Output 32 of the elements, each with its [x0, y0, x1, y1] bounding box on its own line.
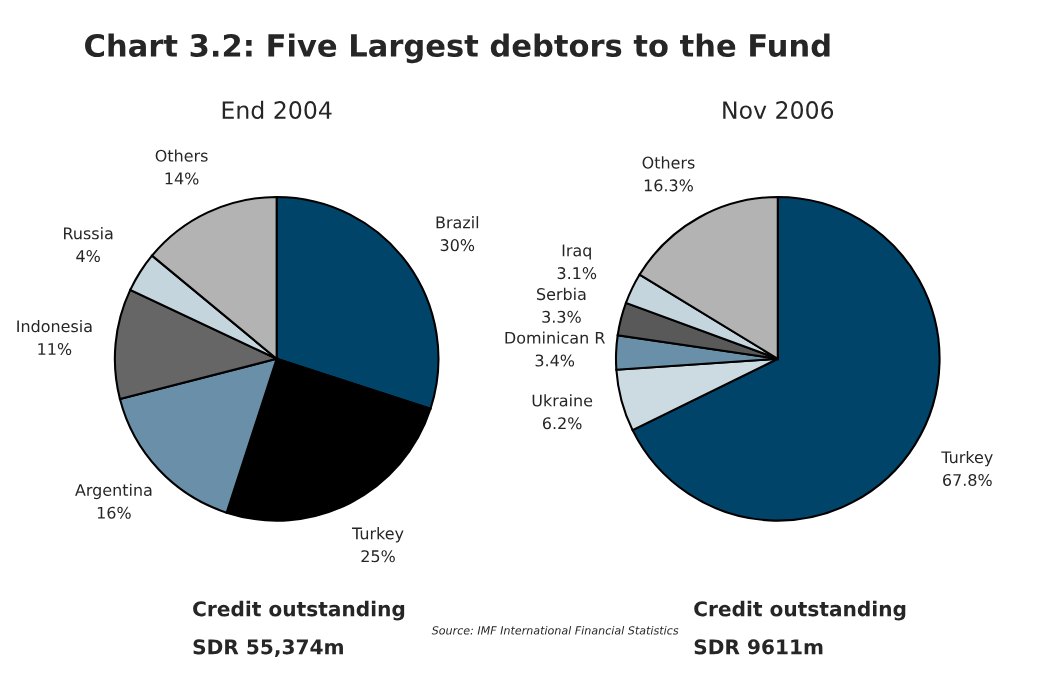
- slice-label: Others: [642, 156, 695, 169]
- slice-label: Dominican R: [505, 331, 605, 344]
- slice-label: Turkey: [941, 450, 993, 467]
- data-label: 16.3%: [644, 179, 693, 192]
- slice-label: Russia: [64, 227, 113, 240]
- text: SDR 9611m: [694, 639, 823, 655]
- slice-label: Serbia: [537, 287, 586, 301]
- slice-label: Brazil: [436, 216, 479, 229]
- slice-label: Others: [155, 149, 208, 162]
- data-label: 3.1%: [557, 267, 597, 280]
- data-label: 3.4%: [535, 354, 575, 367]
- slice-label: Argentina: [75, 483, 152, 500]
- chart-subtitle: Nov 2006: [723, 101, 834, 119]
- data-label: 6.2%: [542, 417, 582, 430]
- chart-subtitle: End 2004: [222, 100, 332, 119]
- data-label: 11%: [38, 342, 72, 356]
- slice-label: Indonesia: [17, 319, 92, 333]
- data-label: 4%: [76, 250, 100, 263]
- data-label: 25%: [361, 550, 395, 563]
- data-label: 30%: [440, 239, 475, 252]
- slice-label: Iraq: [562, 244, 591, 260]
- data-label: 14%: [165, 172, 199, 185]
- data-label: 67.8%: [943, 473, 992, 487]
- data-label: 16%: [97, 506, 131, 519]
- text: Credit outstanding: [694, 600, 906, 621]
- source-note: Source: IMF International Financial Statistics: [431, 625, 679, 635]
- text: Credit outstanding: [193, 600, 405, 621]
- text: SDR 55,374m: [193, 639, 343, 658]
- slice-label: Turkey: [351, 527, 404, 543]
- chart-title: Chart 3.2: Five Largest debtors to the Fund: [85, 33, 830, 64]
- data-label: 3.3%: [542, 310, 581, 323]
- slice-label: Ukraine: [532, 394, 593, 407]
